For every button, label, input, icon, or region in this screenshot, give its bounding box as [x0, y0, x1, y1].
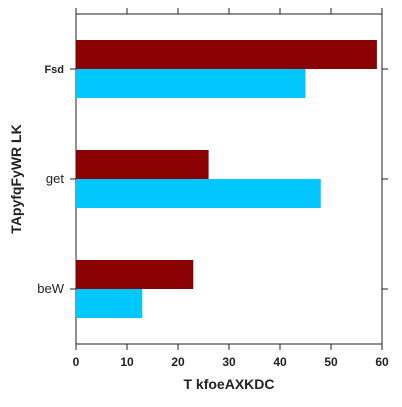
bar-Fsd-series-2 — [76, 40, 377, 69]
y-tick-label-beW: beW — [37, 281, 64, 296]
x-tick-label-60: 60 — [375, 355, 389, 369]
x-tick-label-30: 30 — [222, 355, 236, 369]
bars-group — [76, 40, 377, 318]
x-tick-label-20: 20 — [171, 355, 185, 369]
bar-get-series-2 — [76, 150, 209, 179]
x-tick-label-50: 50 — [324, 355, 338, 369]
y-tick-label-get: get — [46, 171, 64, 186]
y-axis-label: TApyfqFyWR LK — [8, 124, 24, 233]
x-axis-label: T kfoeAXKDC — [183, 376, 274, 392]
labels-group: beW get Fsd 0 10 20 30 40 50 60 — [37, 64, 389, 369]
x-tick-label-40: 40 — [273, 355, 287, 369]
x-tick-label-10: 10 — [120, 355, 134, 369]
bar-beW-series-2 — [76, 260, 194, 289]
bar-beW-series-1 — [76, 289, 143, 318]
x-tick-label-0: 0 — [73, 355, 80, 369]
ticks-group — [70, 8, 388, 350]
bar-Fsd-series-1 — [76, 69, 306, 98]
bar-get-series-1 — [76, 179, 321, 208]
y-tick-label-Fsd: Fsd — [44, 64, 64, 76]
